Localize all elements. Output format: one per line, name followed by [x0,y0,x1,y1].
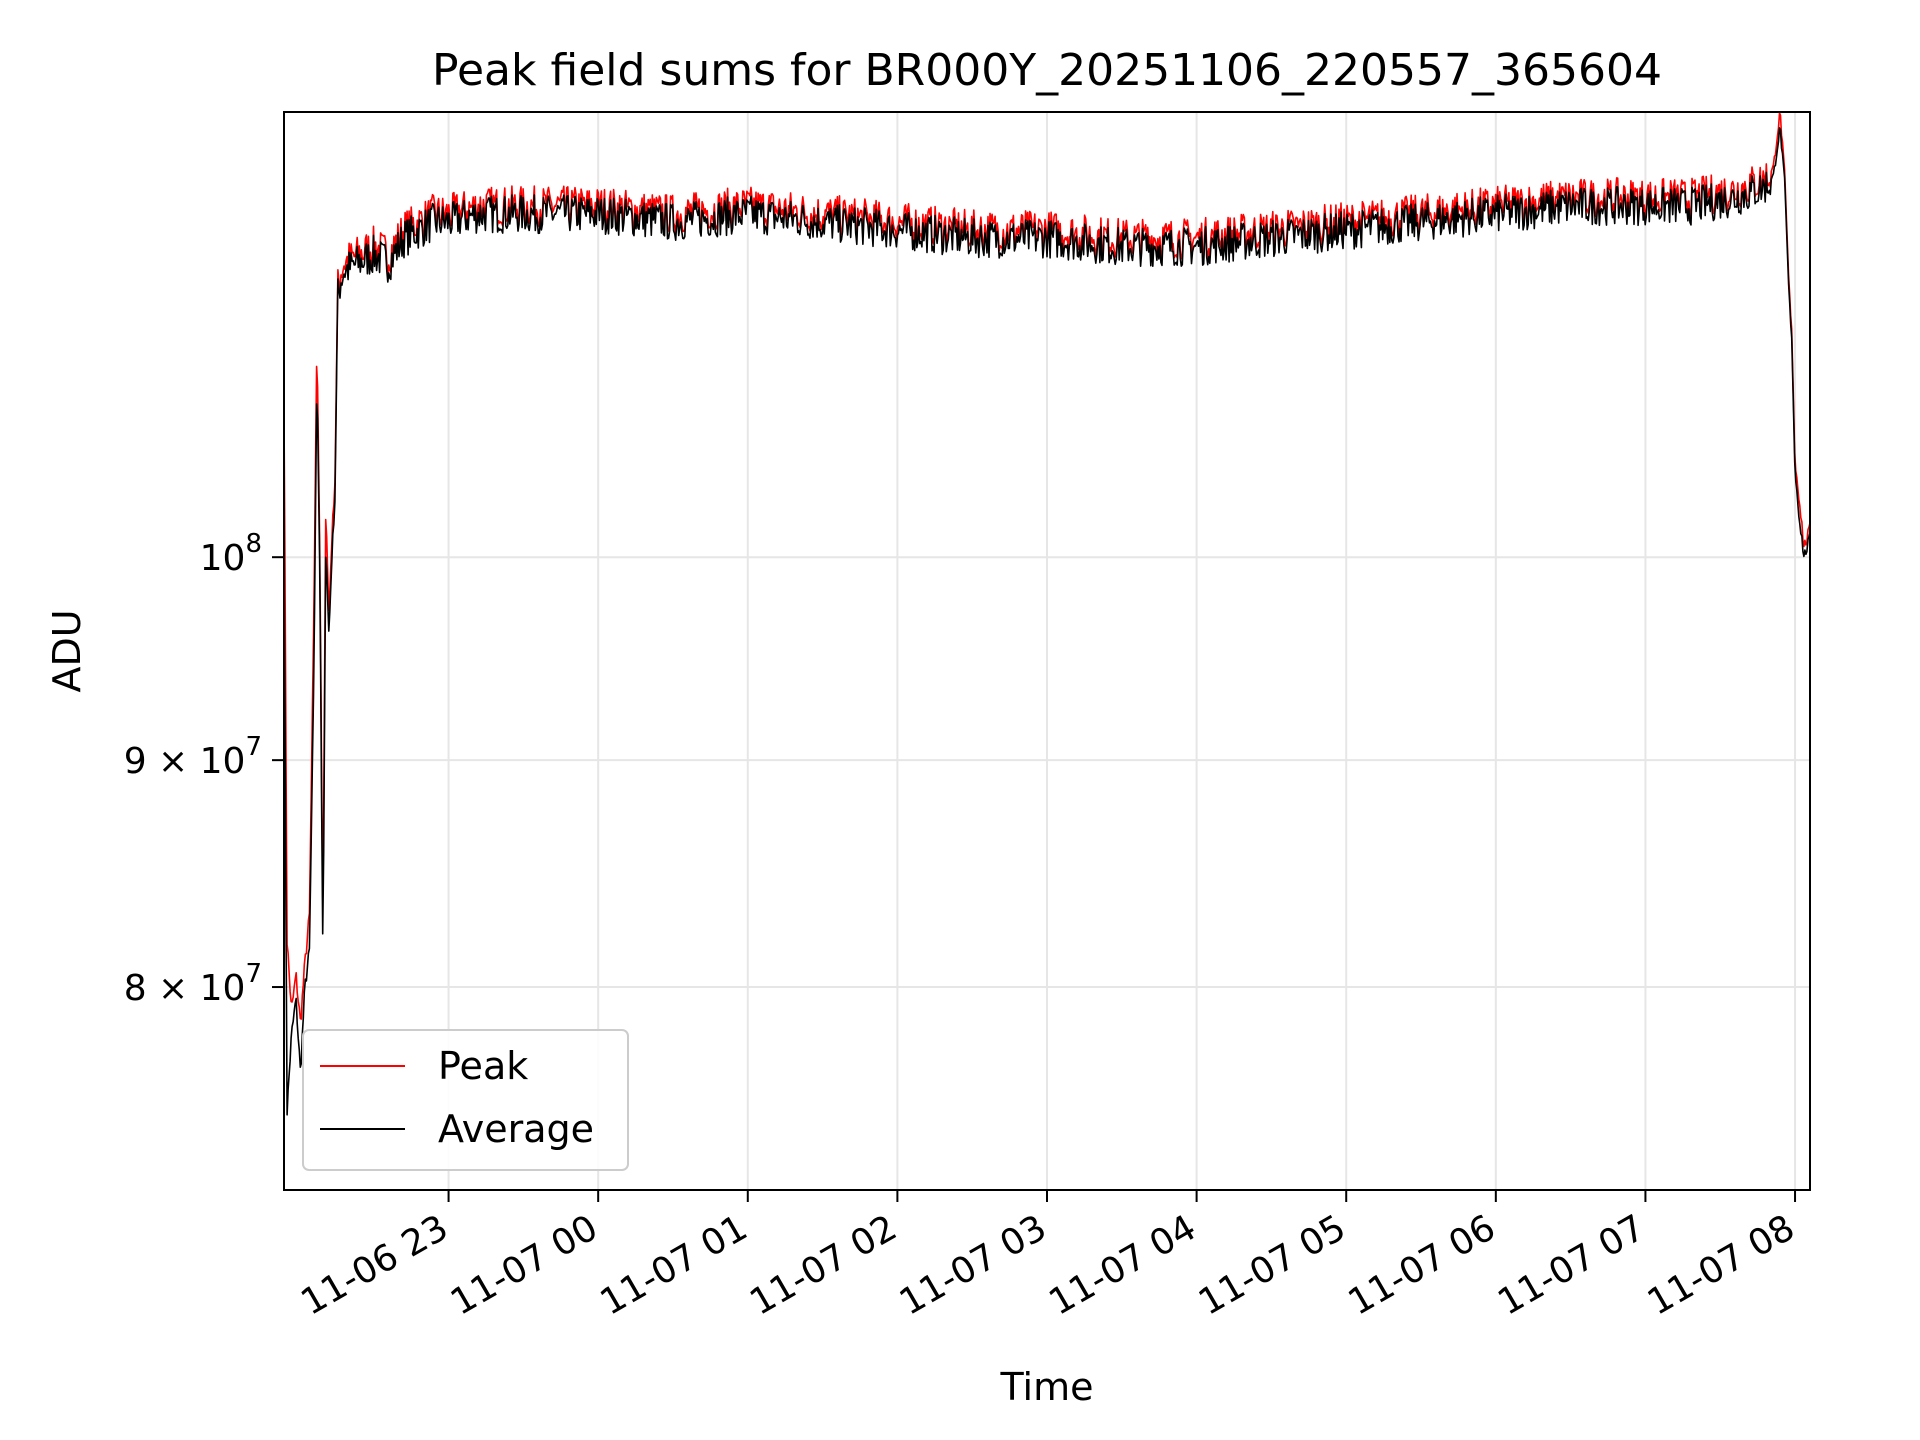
legend: Peak Average [302,1029,629,1171]
y-axis: 108 9 × 107 8 × 107 [124,529,284,1009]
legend-label-average: Average [438,1107,594,1151]
y-tick-label: 9 × 107 [124,732,262,782]
y-tick-label: 8 × 107 [124,959,262,1009]
y-axis-label: ADU [45,609,89,692]
series-line-average [283,127,1811,1116]
legend-label-peak: Peak [438,1044,528,1088]
chart-title: Peak field sums for BR000Y_20251106_2205… [432,45,1662,96]
y-tick-label: 108 [200,529,262,579]
x-axis-label: Time [1000,1365,1094,1409]
grid [284,112,1810,1190]
series-layer [283,112,1811,1116]
